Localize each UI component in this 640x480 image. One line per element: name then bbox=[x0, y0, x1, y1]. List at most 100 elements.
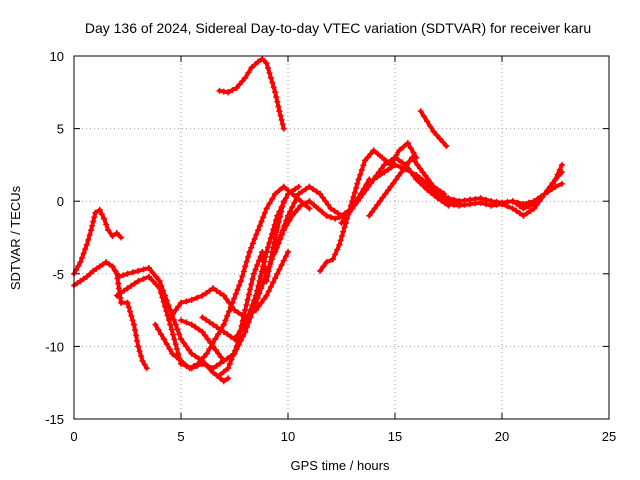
data-point-marker bbox=[218, 354, 225, 361]
data-point-marker bbox=[188, 321, 195, 328]
data-point-marker bbox=[276, 266, 283, 273]
data-point-marker bbox=[420, 113, 427, 120]
data-point-marker bbox=[295, 183, 302, 190]
data-point-marker bbox=[182, 361, 189, 368]
data-point-marker bbox=[124, 270, 131, 277]
data-point-marker bbox=[286, 217, 293, 224]
data-point-marker bbox=[541, 190, 548, 197]
data-point-marker bbox=[124, 299, 131, 306]
data-point-marker bbox=[401, 165, 408, 172]
data-point-marker bbox=[160, 336, 167, 343]
data-point-marker bbox=[92, 209, 99, 216]
data-point-marker bbox=[130, 321, 137, 328]
data-point-marker bbox=[319, 194, 326, 201]
data-point-marker bbox=[531, 201, 538, 208]
data-point-marker bbox=[279, 203, 286, 210]
data-point-marker bbox=[472, 200, 479, 207]
data-point-marker bbox=[213, 362, 220, 369]
data-point-marker bbox=[384, 166, 391, 173]
data-point-marker bbox=[79, 254, 85, 261]
data-point-marker bbox=[135, 343, 142, 350]
data-point-marker bbox=[274, 224, 281, 231]
data-point-marker bbox=[99, 261, 106, 268]
data-point-marker bbox=[252, 292, 259, 299]
data-point-marker bbox=[265, 288, 272, 295]
data-point-marker bbox=[127, 308, 134, 315]
data-point-marker bbox=[98, 211, 105, 218]
data-point-marker bbox=[434, 190, 441, 197]
data-point-marker bbox=[261, 209, 268, 216]
data-point-marker bbox=[341, 224, 348, 231]
data-point-marker bbox=[228, 356, 235, 363]
data-point-marker bbox=[260, 214, 267, 221]
data-point-marker bbox=[327, 214, 334, 221]
data-point-marker bbox=[231, 295, 238, 302]
data-point-marker bbox=[263, 60, 270, 67]
data-point-marker bbox=[160, 298, 167, 305]
data-point-marker bbox=[172, 341, 179, 348]
data-point-marker bbox=[276, 108, 283, 115]
data-point-marker bbox=[215, 331, 222, 338]
data-point-marker bbox=[174, 346, 180, 353]
data-point-marker bbox=[167, 321, 174, 328]
data-point-marker bbox=[145, 265, 152, 271]
x-tick-label: 20 bbox=[495, 429, 509, 444]
data-point-marker bbox=[320, 263, 327, 270]
data-point-marker bbox=[203, 290, 209, 297]
data-point-marker bbox=[520, 212, 527, 219]
data-point-marker bbox=[388, 164, 395, 171]
data-point-marker bbox=[234, 286, 241, 293]
data-point-marker bbox=[253, 231, 260, 238]
tick-layer: 0 5 10 15 20 25 -15 -10 -5 0 5 10 bbox=[45, 49, 616, 444]
data-point-marker bbox=[351, 189, 358, 196]
data-point-marker bbox=[317, 190, 324, 197]
data-point-marker bbox=[186, 347, 192, 353]
data-point-marker bbox=[249, 276, 256, 282]
data-point-marker bbox=[332, 215, 339, 222]
data-point-marker bbox=[246, 249, 253, 255]
data-point-marker bbox=[430, 183, 437, 190]
data-point-marker bbox=[276, 187, 283, 194]
data-point-marker bbox=[395, 157, 402, 164]
data-point-marker bbox=[216, 87, 223, 94]
data-point-marker bbox=[118, 234, 125, 241]
data-point-marker bbox=[257, 273, 264, 280]
data-point-marker bbox=[167, 307, 174, 314]
data-point-marker bbox=[381, 161, 388, 168]
data-point-marker bbox=[255, 257, 262, 264]
data-point-marker bbox=[90, 218, 97, 225]
data-point-marker bbox=[222, 317, 229, 324]
data-point-marker bbox=[299, 188, 306, 195]
data-point-marker bbox=[270, 279, 276, 286]
data-point-marker bbox=[171, 336, 178, 343]
data-point-marker bbox=[175, 303, 182, 310]
data-point-marker bbox=[524, 210, 530, 217]
data-point-marker bbox=[329, 256, 336, 263]
data-point-marker bbox=[466, 201, 473, 208]
data-point-marker bbox=[82, 246, 89, 253]
data-point-marker bbox=[231, 347, 238, 354]
data-point-marker bbox=[425, 176, 432, 183]
data-point-marker bbox=[504, 203, 511, 210]
data-point-marker bbox=[317, 267, 324, 274]
data-point-marker bbox=[136, 348, 143, 355]
data-point-marker bbox=[341, 216, 348, 223]
data-point-marker bbox=[85, 236, 92, 243]
y-tick-label: 10 bbox=[50, 49, 64, 64]
data-point-marker bbox=[410, 149, 417, 156]
data-point-marker bbox=[371, 205, 378, 212]
data-point-marker bbox=[113, 230, 120, 237]
data-point-marker bbox=[397, 164, 404, 171]
data-point-marker bbox=[200, 354, 207, 360]
data-point-marker bbox=[334, 246, 341, 253]
data-point-marker bbox=[266, 263, 273, 270]
data-point-marker bbox=[353, 185, 360, 192]
data-point-marker bbox=[272, 190, 279, 197]
data-point-marker bbox=[349, 205, 356, 212]
data-point-marker bbox=[156, 285, 163, 292]
data-point-marker bbox=[220, 328, 227, 335]
data-point-marker bbox=[236, 81, 243, 88]
data-point-marker bbox=[188, 296, 195, 303]
data-point-marker bbox=[140, 266, 147, 273]
data-point-marker bbox=[400, 143, 407, 150]
